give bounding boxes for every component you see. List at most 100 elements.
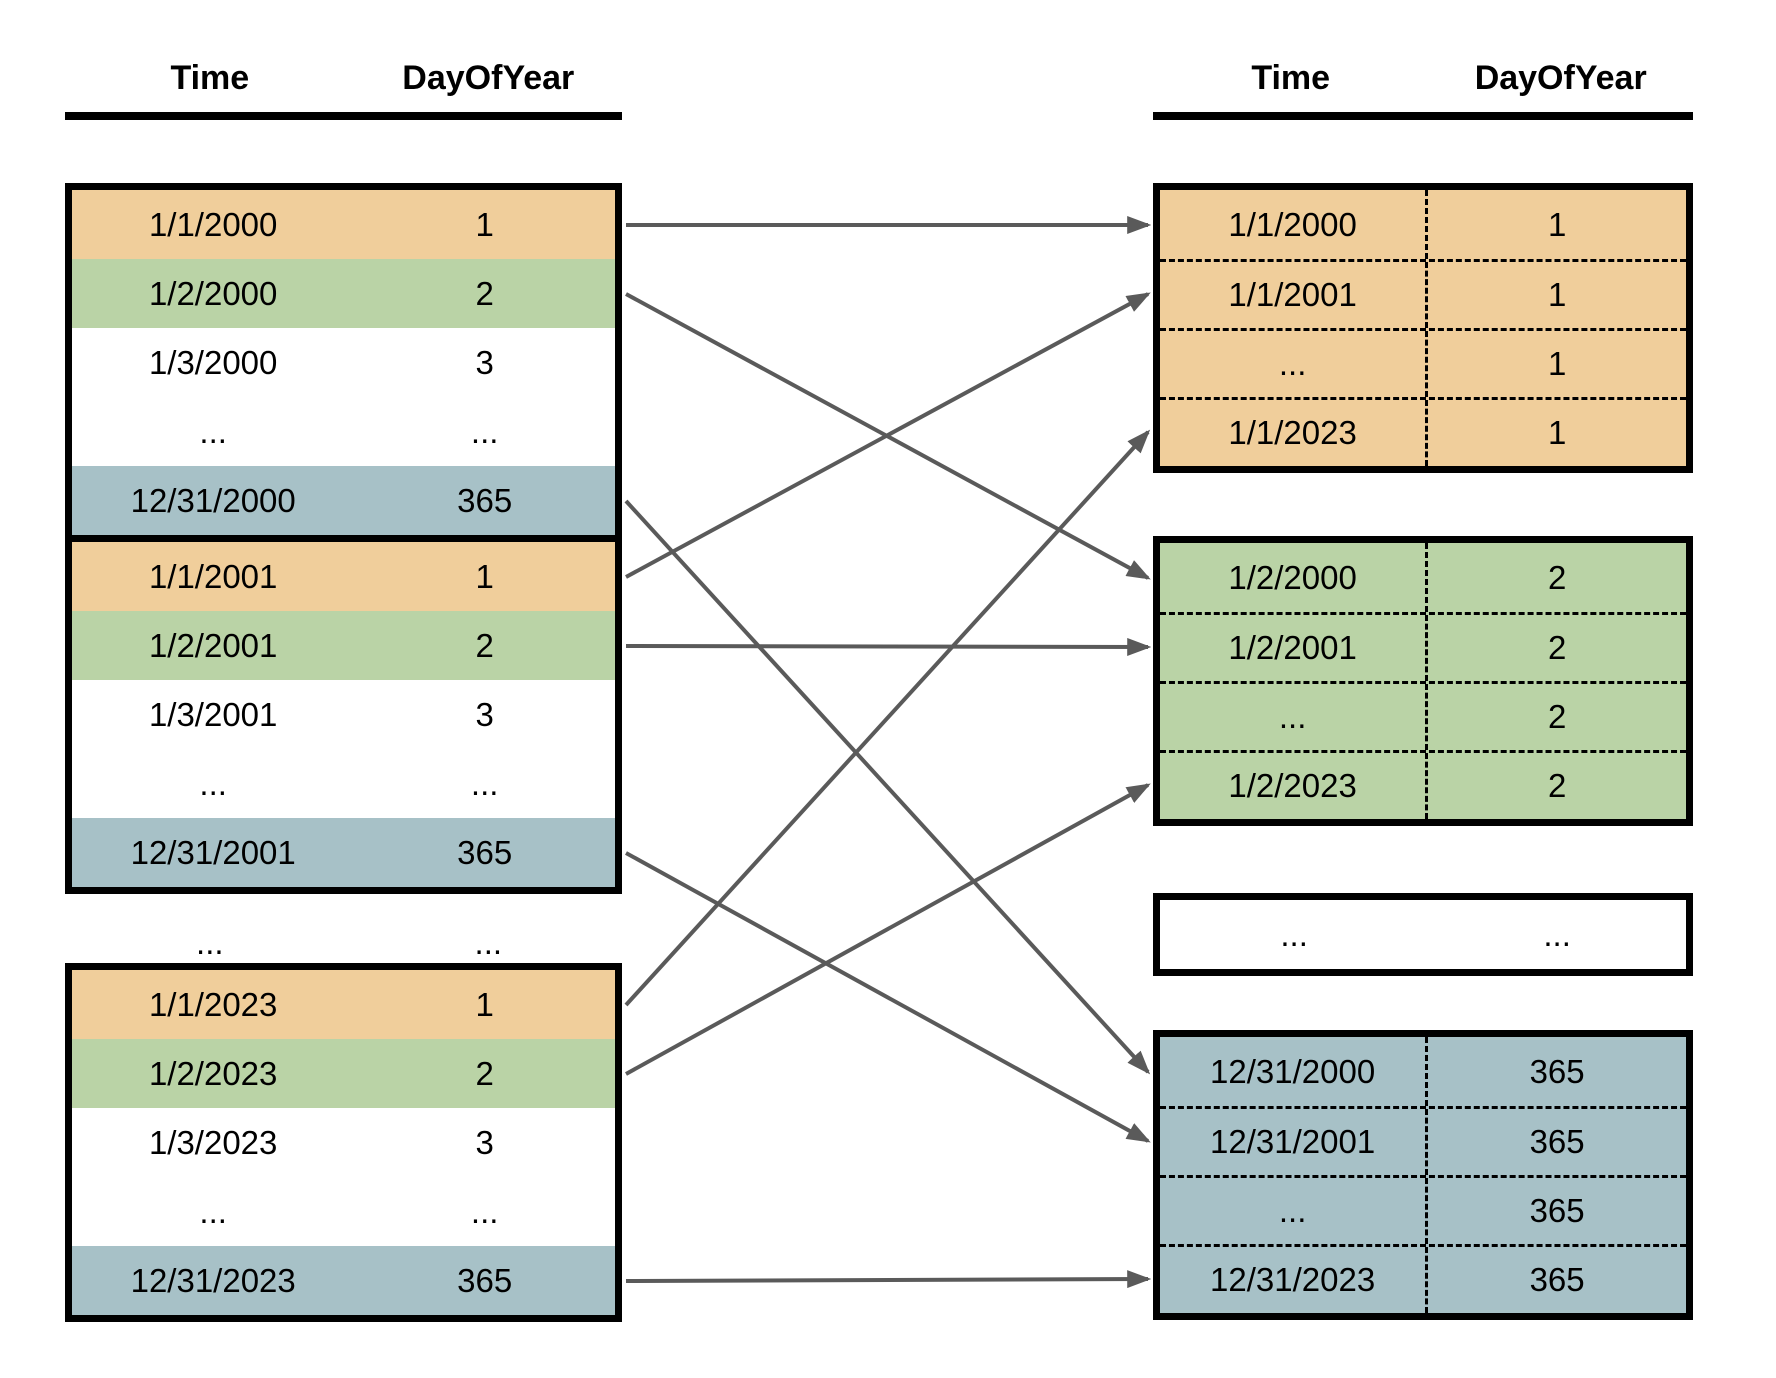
cell-time: ... <box>199 412 227 450</box>
arrow-12/31/2000-to-group-day-365 <box>624 499 1151 1075</box>
cell-dayofyear: 2 <box>1547 698 1567 735</box>
right-header-dayofyear: DayOfYear <box>1474 58 1647 97</box>
cell-dayofyear: 1 <box>475 985 494 1023</box>
cell-time: 1/2/2001 <box>148 626 278 664</box>
cell-dayofyear: 365 <box>457 1261 513 1299</box>
table-group-day-365: 12/31/2000 365 12/31/2001 365... 365 12/31/20… <box>1153 1030 1693 1320</box>
cell-time: 1/1/2000 <box>1160 190 1429 259</box>
arrow-1/2/2023-to-group-day-2 <box>625 783 1151 1076</box>
left-table-header: Time DayOfYear <box>65 56 622 100</box>
arrow-1/2/2001-to-group-day-2 <box>625 637 1152 656</box>
cell-dayofyear: 1 <box>1547 345 1567 382</box>
table-row: ...... <box>1160 900 1686 969</box>
table-row: 12/31/2023 365 <box>1160 1244 1686 1313</box>
table-row: ... 1 <box>1160 328 1686 397</box>
cell-dayofyear: 365 <box>457 833 513 871</box>
table-year-2000: 1/1/2000 1 1/2/2000 2 1/3/2000 3...... 12/31/2… <box>65 183 622 542</box>
table-group-day-2: 1/2/2000 2 1/2/2001 2... 2 1/2/2023 2 <box>1153 536 1693 826</box>
table-row: ...... <box>72 749 615 818</box>
cell-time: ... <box>1280 915 1308 953</box>
cell-time: ... <box>1160 684 1429 750</box>
cell-time: 12/31/2023 <box>130 1261 296 1299</box>
arrow-1/2/2000-to-group-day-2 <box>625 292 1151 580</box>
right-table-header: Time DayOfYear <box>1153 56 1693 100</box>
table-row: 12/31/2000 365 <box>1160 1037 1686 1106</box>
table-row: 1/1/2023 1 <box>1160 397 1686 466</box>
cell-time: 1/3/2000 <box>148 343 278 381</box>
cell-time: 1/1/2023 <box>1160 400 1429 466</box>
table-row: 1/1/2001 1 <box>1160 259 1686 328</box>
cell-time: ... <box>199 1192 227 1230</box>
cell-dayofyear: 2 <box>1547 629 1567 666</box>
cell-time: ... <box>1160 331 1429 397</box>
table-row: 1/3/2001 3 <box>72 680 615 749</box>
left-header-dayofyear: DayOfYear <box>402 58 575 97</box>
cell-dayofyear: 2 <box>1547 558 1567 596</box>
cell-time: 1/3/2023 <box>148 1123 278 1161</box>
table-row: 12/31/2001 365 <box>72 818 615 887</box>
table-row: 1/2/2001 2 <box>72 611 615 680</box>
cell-time: 1/1/2001 <box>1160 262 1429 328</box>
cell-dayofyear: 3 <box>475 343 494 381</box>
cell-dayofyear: 365 <box>1529 1052 1585 1090</box>
table-row: 1/1/2000 1 <box>72 190 615 259</box>
table-row: 1/2/2000 2 <box>1160 543 1686 612</box>
table-row: 12/31/2000 365 <box>72 466 615 535</box>
table-row: 1/2/2023 2 <box>72 1039 615 1108</box>
cell-time: 1/1/2023 <box>148 985 278 1023</box>
cell-time: 1/2/2000 <box>1160 543 1429 612</box>
table-row: 12/31/2001 365 <box>1160 1106 1686 1175</box>
table-row: 1/1/2001 1 <box>72 542 615 611</box>
arrow-1/1/2001-to-group-day-1 <box>625 292 1151 579</box>
table-row: 1/3/2000 3 <box>72 328 615 397</box>
cell-time: ... <box>1160 1178 1429 1244</box>
table-group-ellipsis: ...... <box>1153 893 1693 976</box>
cell-dayofyear: 1 <box>475 557 494 595</box>
gap-cell-day: ... <box>474 923 503 961</box>
arrow-12/31/2001-to-group-day-365 <box>625 851 1151 1143</box>
cell-time: 12/31/2000 <box>1160 1037 1429 1106</box>
table-row: 1/1/2023 1 <box>72 970 615 1039</box>
table-row: 1/2/2000 2 <box>72 259 615 328</box>
cell-time: 1/2/2023 <box>148 1054 278 1092</box>
cell-time: 1/2/2023 <box>1160 753 1429 819</box>
cell-dayofyear: 2 <box>1547 767 1567 804</box>
cell-dayofyear: 2 <box>475 274 494 312</box>
cell-dayofyear: ... <box>470 412 499 450</box>
cell-time: 1/1/2001 <box>148 557 278 595</box>
table-row: 12/31/2023 365 <box>72 1246 615 1315</box>
cell-time: 12/31/2023 <box>1160 1247 1429 1313</box>
cell-dayofyear: ... <box>470 764 499 802</box>
cell-time: 1/3/2001 <box>148 695 278 733</box>
cell-dayofyear: 1 <box>1547 414 1567 451</box>
table-row: 1/3/2023 3 <box>72 1108 615 1177</box>
cell-dayofyear: 3 <box>475 695 494 733</box>
table-year-2023: 1/1/2023 1 1/2/2023 2 1/3/2023 3...... 12/31/2… <box>65 963 622 1322</box>
cell-time: 12/31/2000 <box>130 481 296 519</box>
cell-dayofyear: ... <box>470 1192 499 1230</box>
cell-time: 1/1/2000 <box>148 205 278 243</box>
table-group-day-1: 1/1/2000 1 1/1/2001 1... 1 1/1/2023 1 <box>1153 183 1693 473</box>
cell-dayofyear: 1 <box>1547 276 1567 313</box>
cell-dayofyear: 2 <box>475 1054 494 1092</box>
cell-dayofyear: 1 <box>1547 205 1567 243</box>
cell-dayofyear: 1 <box>475 205 494 243</box>
arrow-12/31/2023-to-group-day-365 <box>625 1270 1152 1289</box>
gap-cell-time: ... <box>196 923 224 961</box>
table-row: 1/2/2023 2 <box>1160 750 1686 819</box>
left-gap-row: ... ... <box>65 915 622 970</box>
table-row: ...... <box>72 397 615 466</box>
arrow-1/1/2023-to-group-day-1 <box>624 429 1151 1007</box>
table-row: 1/1/2000 1 <box>1160 190 1686 259</box>
table-row: ... 365 <box>1160 1175 1686 1244</box>
cell-time: 1/2/2000 <box>148 274 278 312</box>
cell-time: ... <box>199 764 227 802</box>
cell-time: 12/31/2001 <box>1160 1109 1429 1175</box>
cell-dayofyear: 3 <box>475 1123 494 1161</box>
cell-time: 12/31/2001 <box>130 833 296 871</box>
cell-dayofyear: ... <box>1543 915 1571 953</box>
table-row: ...... <box>72 1177 615 1246</box>
cell-dayofyear: 365 <box>1529 1192 1585 1229</box>
table-row: ... 2 <box>1160 681 1686 750</box>
